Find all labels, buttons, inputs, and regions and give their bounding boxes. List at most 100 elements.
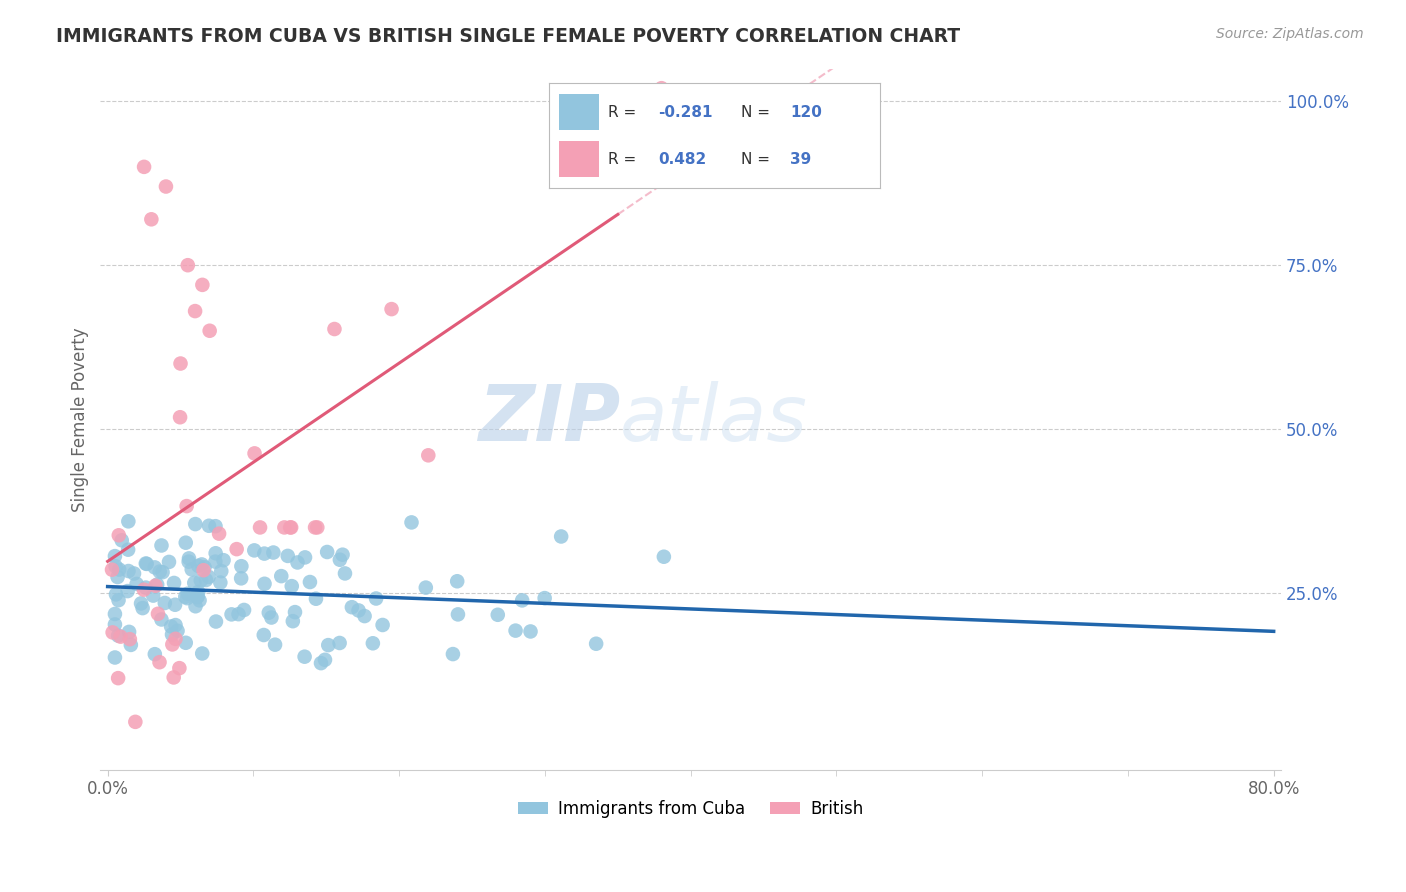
- Point: [329, 636, 352, 650]
- Point: [273, 520, 295, 534]
- Point: [180, 562, 202, 576]
- Point: [264, 638, 287, 652]
- Point: [117, 514, 139, 528]
- Point: [193, 563, 215, 577]
- Point: [298, 574, 321, 589]
- Point: [446, 574, 468, 589]
- Point: [447, 607, 470, 622]
- Point: [280, 520, 302, 534]
- Point: [208, 526, 231, 541]
- Point: [347, 603, 370, 617]
- Point: [107, 528, 129, 542]
- Point: [186, 590, 208, 604]
- Point: [260, 610, 283, 624]
- Point: [107, 629, 129, 643]
- Point: [253, 547, 276, 561]
- Point: [146, 607, 169, 621]
- Point: [117, 584, 139, 599]
- Point: [174, 535, 197, 549]
- Point: [187, 558, 209, 573]
- Point: [169, 661, 191, 675]
- Point: [111, 533, 134, 548]
- Point: [212, 553, 235, 567]
- Point: [323, 322, 346, 336]
- Point: [183, 575, 205, 590]
- Point: [228, 607, 250, 622]
- Point: [314, 653, 336, 667]
- Point: [174, 636, 197, 650]
- Point: [107, 671, 129, 685]
- Point: [305, 591, 328, 606]
- Point: [371, 618, 394, 632]
- Point: [243, 543, 266, 558]
- Legend: Immigrants from Cuba, British: Immigrants from Cuba, British: [512, 794, 870, 825]
- Point: [163, 576, 186, 591]
- Point: [117, 542, 139, 557]
- Point: [107, 570, 129, 584]
- Point: [162, 637, 184, 651]
- Point: [304, 520, 326, 534]
- Point: [287, 556, 309, 570]
- Point: [166, 624, 188, 638]
- Point: [142, 589, 165, 603]
- Point: [333, 566, 356, 581]
- Point: [160, 619, 183, 633]
- Point: [270, 569, 292, 583]
- Point: [152, 565, 174, 579]
- Point: [652, 549, 675, 564]
- Point: [107, 593, 129, 607]
- Point: [486, 607, 509, 622]
- Point: [221, 607, 243, 622]
- Point: [149, 565, 172, 579]
- Point: [533, 591, 555, 606]
- Point: [253, 576, 276, 591]
- Point: [243, 446, 266, 460]
- Point: [132, 582, 155, 597]
- Point: [155, 179, 177, 194]
- Point: [197, 570, 219, 584]
- Point: [143, 560, 166, 574]
- Point: [153, 596, 176, 610]
- Point: [145, 579, 167, 593]
- Point: [184, 517, 207, 532]
- Point: [165, 598, 187, 612]
- Point: [135, 581, 157, 595]
- Point: [169, 410, 191, 425]
- Point: [204, 555, 226, 569]
- Point: [124, 714, 146, 729]
- Point: [316, 545, 339, 559]
- Point: [187, 590, 209, 604]
- Text: Source: ZipAtlas.com: Source: ZipAtlas.com: [1216, 27, 1364, 41]
- Point: [209, 564, 232, 578]
- Point: [281, 614, 304, 628]
- Point: [332, 548, 354, 562]
- Point: [278, 520, 301, 534]
- Point: [163, 670, 186, 684]
- Point: [169, 357, 191, 371]
- Point: [198, 518, 221, 533]
- Point: [231, 571, 253, 585]
- Point: [277, 549, 299, 563]
- Point: [188, 593, 211, 607]
- Point: [309, 656, 332, 670]
- Point: [195, 573, 218, 587]
- Point: [177, 258, 200, 272]
- Point: [585, 637, 607, 651]
- Point: [441, 647, 464, 661]
- Point: [160, 627, 183, 641]
- Point: [191, 558, 214, 572]
- Point: [415, 581, 437, 595]
- Point: [190, 574, 212, 588]
- Point: [176, 587, 198, 601]
- Point: [118, 632, 141, 647]
- Point: [550, 529, 572, 543]
- Point: [184, 599, 207, 614]
- Point: [510, 593, 533, 607]
- Point: [418, 448, 440, 462]
- Point: [340, 600, 363, 615]
- Point: [177, 555, 200, 569]
- Point: [135, 557, 157, 571]
- Point: [380, 302, 402, 317]
- Point: [281, 579, 304, 593]
- Point: [122, 566, 145, 581]
